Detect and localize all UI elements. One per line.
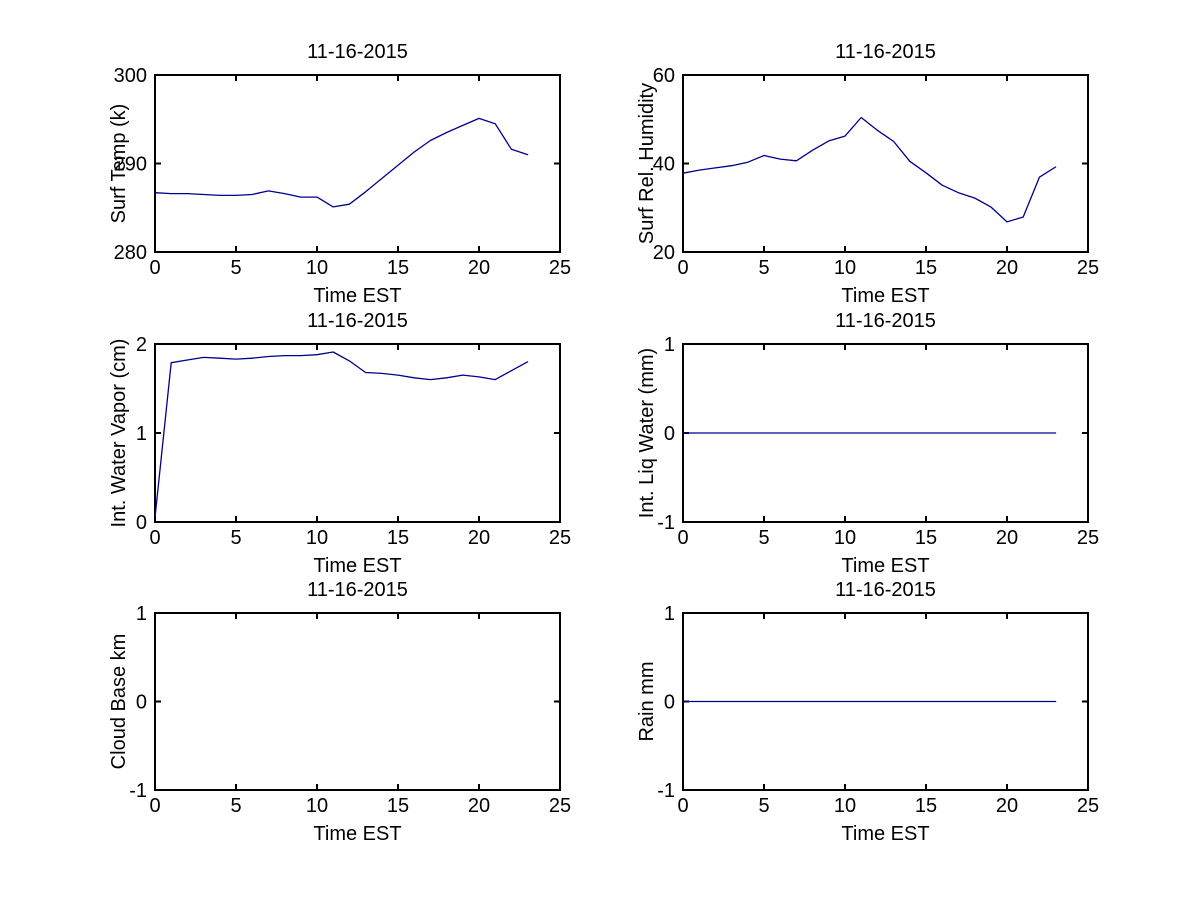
x-tick-label: 0 bbox=[149, 527, 160, 549]
plot-title: 11-16-2015 bbox=[835, 310, 936, 332]
x-tick-label: 5 bbox=[230, 257, 241, 279]
y-tick-label: 1 bbox=[664, 603, 675, 625]
x-tick-label: 5 bbox=[230, 795, 241, 817]
x-tick-label: 5 bbox=[758, 257, 769, 279]
plot-title: 11-16-2015 bbox=[307, 41, 408, 63]
x-tick-label: 10 bbox=[306, 527, 328, 549]
x-tick-label: 15 bbox=[387, 527, 409, 549]
y-axis-label: Int. Water Vapor (cm) bbox=[108, 339, 130, 528]
x-tick-label: 0 bbox=[149, 795, 160, 817]
subplot-surf-temp: 0 5 10 15 20 25 280 290 300 11-16-2015 Time EST Sur… bbox=[108, 41, 571, 307]
x-tick-label: 15 bbox=[915, 527, 937, 549]
x-tick-label: 15 bbox=[387, 257, 409, 279]
plot-title: 11-16-2015 bbox=[835, 41, 936, 63]
data-line-surf-temp bbox=[154, 117, 529, 208]
y-tick-label: 2 bbox=[136, 334, 147, 356]
axes-box bbox=[154, 74, 561, 253]
x-tick-label: 0 bbox=[149, 257, 160, 279]
x-tick-label: 25 bbox=[549, 527, 571, 549]
x-tick-label: 0 bbox=[677, 795, 688, 817]
axes-box bbox=[154, 343, 561, 523]
y-axis-label: Int. Liq Water (mm) bbox=[636, 348, 658, 518]
y-tick-label: 280 bbox=[114, 242, 147, 264]
x-axis-label: Time EST bbox=[841, 823, 929, 845]
x-tick-label: 25 bbox=[1077, 795, 1099, 817]
x-tick-label: 10 bbox=[306, 795, 328, 817]
y-tick-label: 290 bbox=[114, 154, 147, 176]
y-tick-label: -1 bbox=[129, 780, 147, 802]
x-tick-label: 25 bbox=[549, 795, 571, 817]
x-tick-label: 10 bbox=[306, 257, 328, 279]
x-tick-label: 25 bbox=[1077, 527, 1099, 549]
x-axis-label: Time EST bbox=[313, 285, 401, 307]
plot-title: 11-16-2015 bbox=[307, 579, 408, 601]
x-tick-label: 15 bbox=[915, 257, 937, 279]
data-line-surf-rel-humidity bbox=[682, 116, 1057, 223]
y-tick-label: 1 bbox=[664, 334, 675, 356]
x-tick-label: 10 bbox=[834, 257, 856, 279]
x-tick-label: 0 bbox=[677, 257, 688, 279]
y-tick-label: 300 bbox=[114, 65, 147, 87]
x-tick-label: 10 bbox=[834, 795, 856, 817]
y-tick-label: 0 bbox=[664, 692, 675, 714]
x-tick-label: 20 bbox=[996, 795, 1018, 817]
x-axis-label: Time EST bbox=[313, 823, 401, 845]
axes-box bbox=[154, 612, 561, 791]
x-tick-label: 25 bbox=[549, 257, 571, 279]
x-tick-label: 20 bbox=[468, 257, 490, 279]
x-tick-label: 25 bbox=[1077, 257, 1099, 279]
x-axis-label: Time EST bbox=[841, 555, 929, 577]
plot-title: 11-16-2015 bbox=[307, 310, 408, 332]
y-tick-label: 1 bbox=[136, 603, 147, 625]
x-tick-label: 5 bbox=[758, 527, 769, 549]
x-tick-label: 10 bbox=[834, 527, 856, 549]
y-axis-label: Cloud Base km bbox=[108, 634, 130, 770]
x-tick-label: 20 bbox=[468, 795, 490, 817]
y-tick-label: -1 bbox=[657, 512, 675, 534]
y-axis-label: Surf Rel. Humidity bbox=[636, 83, 658, 244]
x-tick-label: 0 bbox=[677, 527, 688, 549]
subplot-surf-rel-humidity: 0 5 10 15 20 25 20 40 60 11-16-2015 Time EST Surf R… bbox=[636, 41, 1099, 307]
y-tick-label: 60 bbox=[653, 65, 675, 87]
plot-title: 11-16-2015 bbox=[835, 579, 936, 601]
x-tick-label: 20 bbox=[468, 527, 490, 549]
y-tick-label: 1 bbox=[136, 423, 147, 445]
y-axis-label: Rain mm bbox=[636, 661, 658, 741]
y-tick-label: 0 bbox=[136, 692, 147, 714]
x-tick-label: 5 bbox=[758, 795, 769, 817]
y-tick-label: 0 bbox=[664, 423, 675, 445]
y-tick-label: 40 bbox=[653, 154, 675, 176]
x-tick-label: 20 bbox=[996, 257, 1018, 279]
data-line-int-water-vapor bbox=[154, 351, 529, 519]
y-tick-label: 0 bbox=[136, 512, 147, 534]
subplot-int-water-vapor: 0 5 10 15 20 25 0 1 2 11-16-2015 Time EST Int. Wate… bbox=[108, 310, 571, 577]
y-tick-label: -1 bbox=[657, 780, 675, 802]
x-tick-label: 15 bbox=[387, 795, 409, 817]
x-axis-label: Time EST bbox=[313, 555, 401, 577]
y-axis-label: Surf Temp (k) bbox=[108, 104, 130, 224]
y-tick-label: 20 bbox=[653, 242, 675, 264]
x-tick-label: 5 bbox=[230, 527, 241, 549]
x-tick-label: 20 bbox=[996, 527, 1018, 549]
x-tick-label: 15 bbox=[915, 795, 937, 817]
x-axis-label: Time EST bbox=[841, 285, 929, 307]
